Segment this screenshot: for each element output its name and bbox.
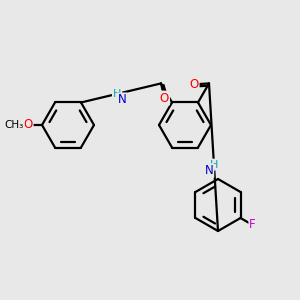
Text: N: N xyxy=(118,93,126,106)
Text: F: F xyxy=(249,218,256,232)
Text: O: O xyxy=(189,78,199,91)
Text: N: N xyxy=(205,164,213,177)
Text: H: H xyxy=(210,160,218,170)
Text: CH₃: CH₃ xyxy=(4,120,24,130)
Text: O: O xyxy=(23,118,33,131)
Text: H: H xyxy=(113,89,121,99)
Text: O: O xyxy=(160,92,169,104)
